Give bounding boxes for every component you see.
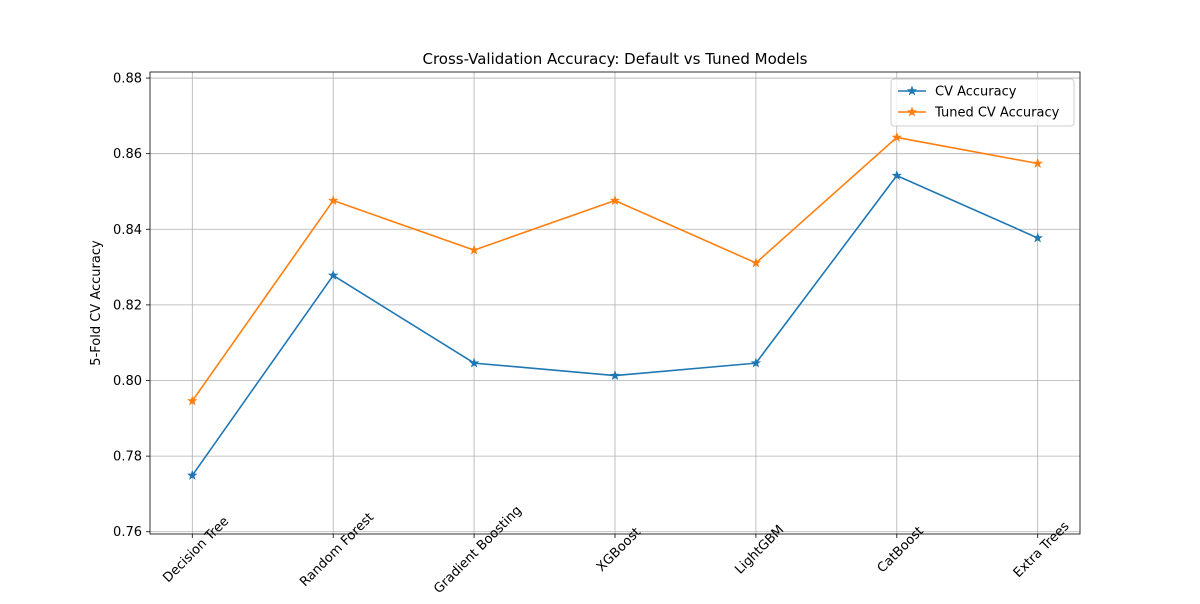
series-layer xyxy=(187,131,1043,480)
chart-title: Cross-Validation Accuracy: Default vs Tu… xyxy=(422,50,807,68)
y-tick-label: 0.78 xyxy=(113,450,142,465)
data-point-marker xyxy=(891,170,902,181)
data-point-marker xyxy=(468,244,480,255)
y-tick-label: 0.76 xyxy=(113,525,142,540)
legend-marker xyxy=(906,85,918,96)
y-tick-label: 0.84 xyxy=(113,223,142,238)
data-point-marker xyxy=(750,257,762,268)
data-point-marker xyxy=(327,195,339,205)
y-axis-ticks: 0.76 0.78 0.80 0.82 0.84 0.86 0.88 xyxy=(113,72,150,540)
data-point-marker xyxy=(1032,158,1043,168)
data-point-marker xyxy=(187,469,198,480)
legend-label: Tuned CV Accuracy xyxy=(934,106,1060,121)
data-point-marker xyxy=(1032,232,1043,243)
data-point-marker xyxy=(891,131,903,142)
y-tick-label: 0.86 xyxy=(113,147,142,162)
y-axis-label: 5-Fold CV Accuracy xyxy=(89,240,104,366)
data-point-marker xyxy=(187,395,198,406)
series-0 xyxy=(187,170,1043,480)
series-1 xyxy=(187,131,1043,406)
data-point-marker xyxy=(609,195,621,205)
legend-marker xyxy=(906,106,918,117)
y-tick-label: 0.88 xyxy=(113,72,142,87)
y-tick-label: 0.80 xyxy=(113,374,142,389)
legend-entries: CV Accuracy Tuned CV Accuracy xyxy=(898,85,1060,121)
data-point-marker xyxy=(328,269,339,280)
grid-lines xyxy=(150,72,1080,534)
y-tick-label: 0.82 xyxy=(113,298,142,313)
data-point-marker xyxy=(750,357,762,368)
legend-box xyxy=(890,78,1075,127)
data-point-marker xyxy=(468,357,480,368)
data-point-marker xyxy=(609,370,621,381)
legend-label: CV Accuracy xyxy=(935,85,1017,100)
legend: CV Accuracy Tuned CV Accuracy xyxy=(890,78,1075,127)
